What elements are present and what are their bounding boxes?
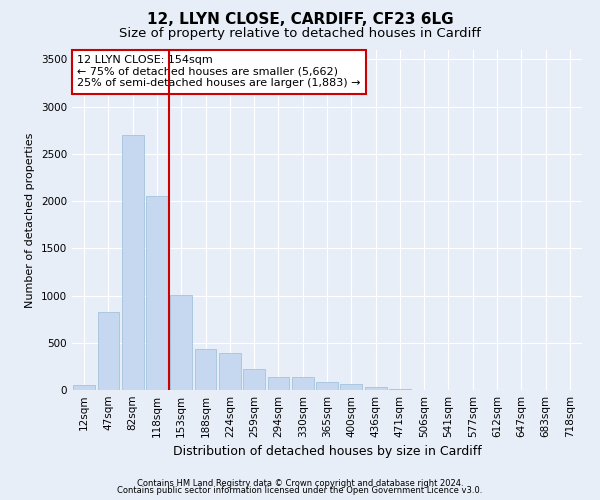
Text: 12, LLYN CLOSE, CARDIFF, CF23 6LG: 12, LLYN CLOSE, CARDIFF, CF23 6LG xyxy=(146,12,454,28)
Bar xyxy=(389,389,411,390)
Bar xyxy=(97,312,119,390)
Bar xyxy=(194,350,217,390)
Bar xyxy=(268,377,289,390)
Bar xyxy=(170,294,192,390)
Text: 12 LLYN CLOSE: 154sqm
← 75% of detached houses are smaller (5,662)
25% of semi-d: 12 LLYN CLOSE: 154sqm ← 75% of detached … xyxy=(77,55,361,88)
Bar xyxy=(243,369,265,390)
Bar xyxy=(292,377,314,390)
Bar xyxy=(316,382,338,390)
X-axis label: Distribution of detached houses by size in Cardiff: Distribution of detached houses by size … xyxy=(173,446,481,458)
Bar xyxy=(122,135,143,390)
Y-axis label: Number of detached properties: Number of detached properties xyxy=(25,132,35,308)
Bar xyxy=(365,387,386,390)
Bar xyxy=(340,384,362,390)
Text: Contains HM Land Registry data © Crown copyright and database right 2024.: Contains HM Land Registry data © Crown c… xyxy=(137,478,463,488)
Bar xyxy=(219,353,241,390)
Bar xyxy=(146,196,168,390)
Text: Size of property relative to detached houses in Cardiff: Size of property relative to detached ho… xyxy=(119,28,481,40)
Bar xyxy=(73,386,95,390)
Text: Contains public sector information licensed under the Open Government Licence v3: Contains public sector information licen… xyxy=(118,486,482,495)
